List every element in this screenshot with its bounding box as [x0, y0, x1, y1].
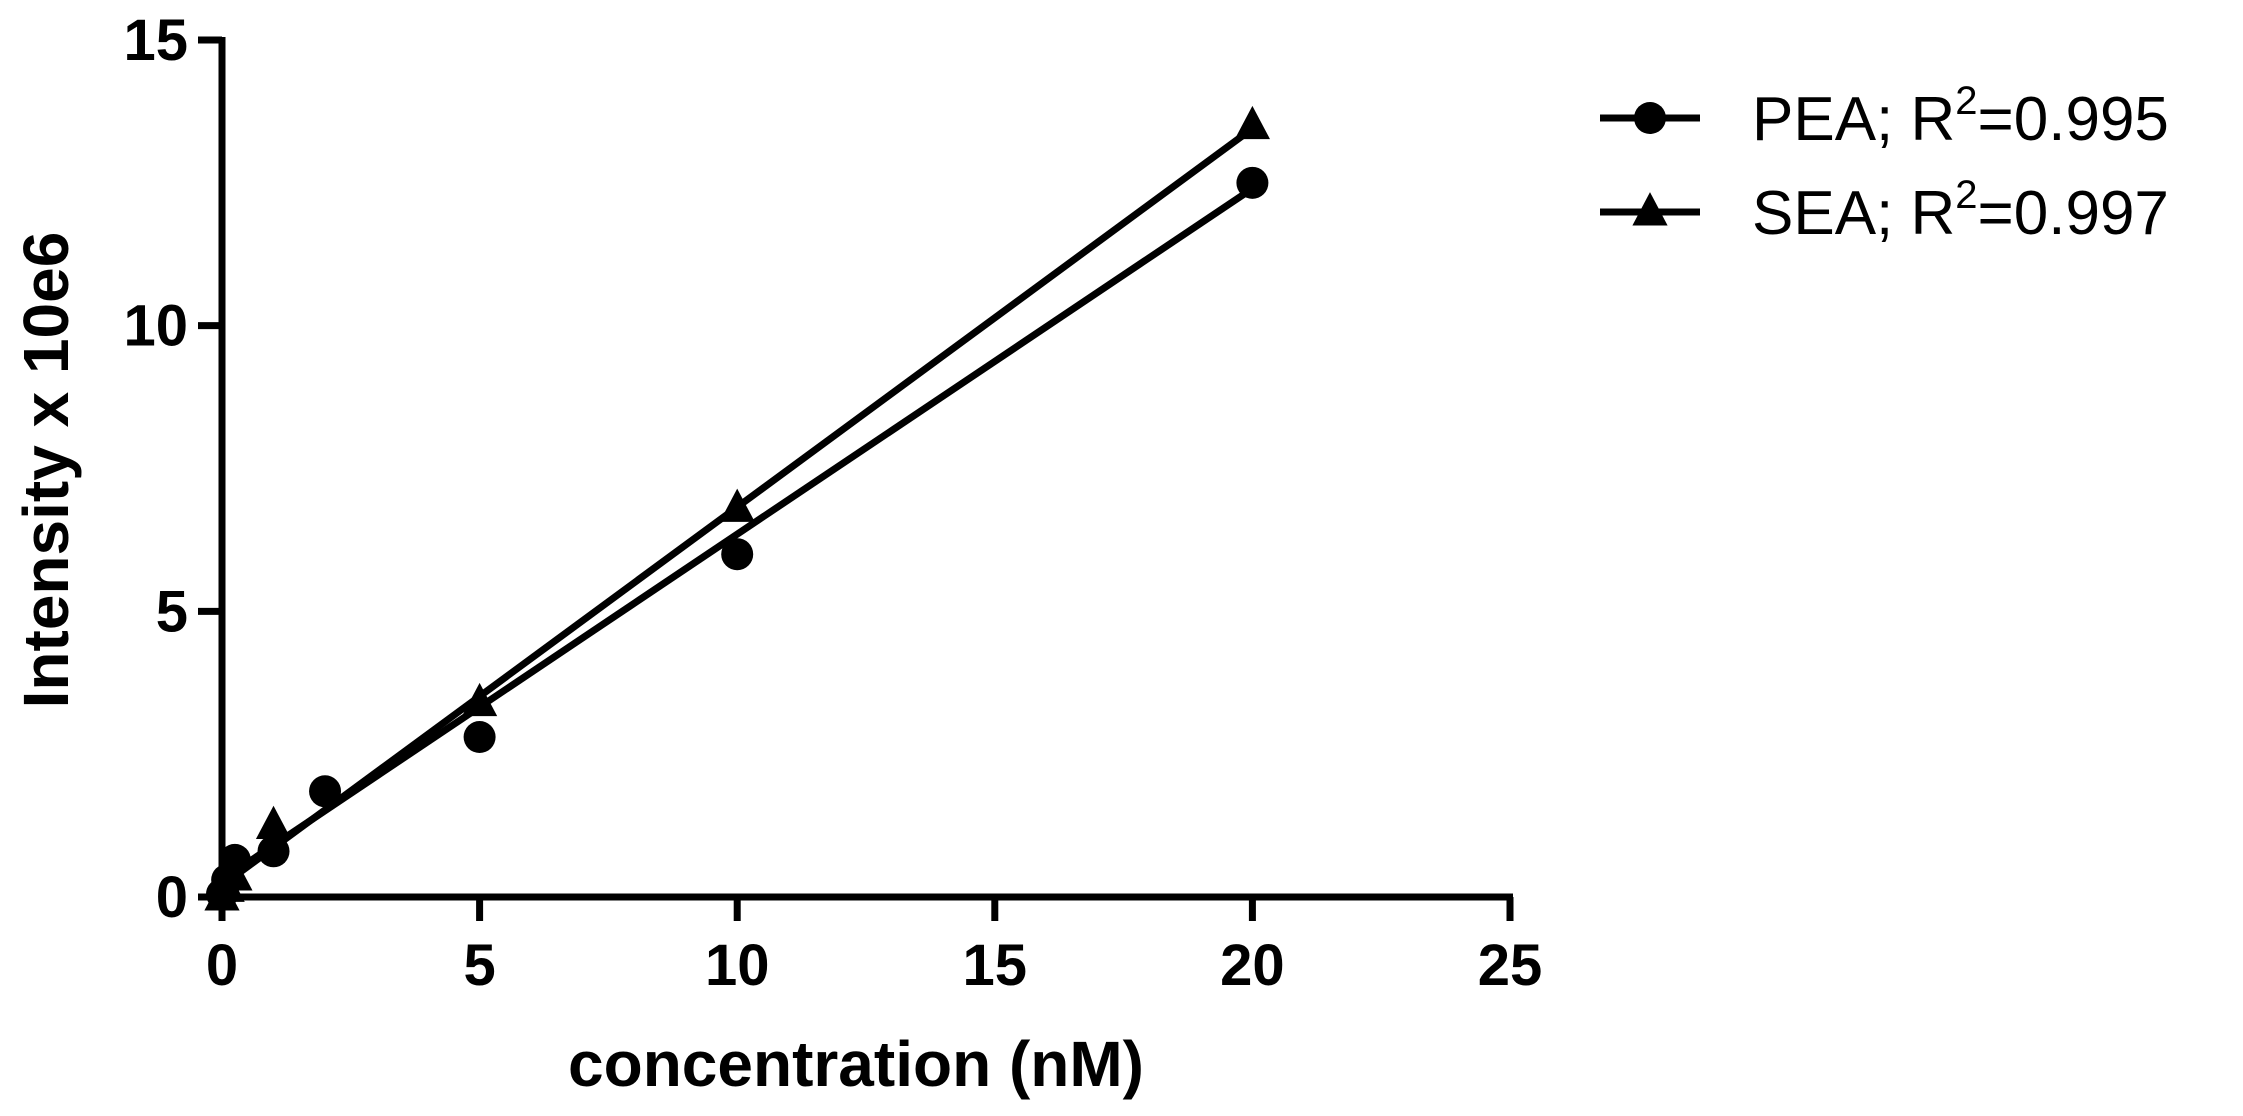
x-tick-label: 25 [1478, 933, 1543, 998]
axes [218, 37, 1513, 901]
x-axis-title: concentration (nM) [568, 1028, 1144, 1100]
pea-fit-line [220, 185, 1255, 883]
x-tick-label: 0 [206, 933, 238, 998]
sea-data-point [217, 857, 253, 891]
x-tick-label: 15 [963, 933, 1028, 998]
y-axis-title: Intensity x 10e6 [10, 232, 82, 709]
pea-data-point [309, 775, 342, 808]
pea-data-point [463, 721, 496, 754]
x-tick-label: 5 [463, 933, 495, 998]
y-axis-ticks: 0 5 10 15 [123, 8, 222, 930]
y-tick-label: 10 [123, 294, 188, 359]
x-tick-label: 10 [705, 933, 770, 998]
sea-data-point [719, 488, 755, 522]
data-markers [204, 105, 1270, 911]
y-tick-label: 0 [156, 865, 188, 930]
sea-legend-marker [1632, 192, 1668, 226]
sea-data-point [255, 805, 292, 840]
pea-data-point [257, 835, 290, 868]
x-tick-label: 20 [1220, 933, 1285, 998]
pea-legend-marker [1634, 102, 1666, 134]
sea-data-point [1234, 105, 1270, 140]
pea-data-point [1236, 166, 1269, 199]
sea-data-point [462, 682, 498, 717]
pea-legend-label: PEA; R2=0.995 [1752, 79, 2169, 154]
pea-data-point [721, 538, 754, 571]
y-tick-label: 5 [156, 579, 188, 644]
legend: PEA; R2=0.995 SEA; R2=0.997 [1600, 79, 2169, 248]
y-tick-label: 15 [123, 8, 188, 73]
x-axis-ticks: 0 5 10 15 20 25 [206, 897, 1542, 998]
sea-legend-label: SEA; R2=0.997 [1752, 173, 2169, 248]
